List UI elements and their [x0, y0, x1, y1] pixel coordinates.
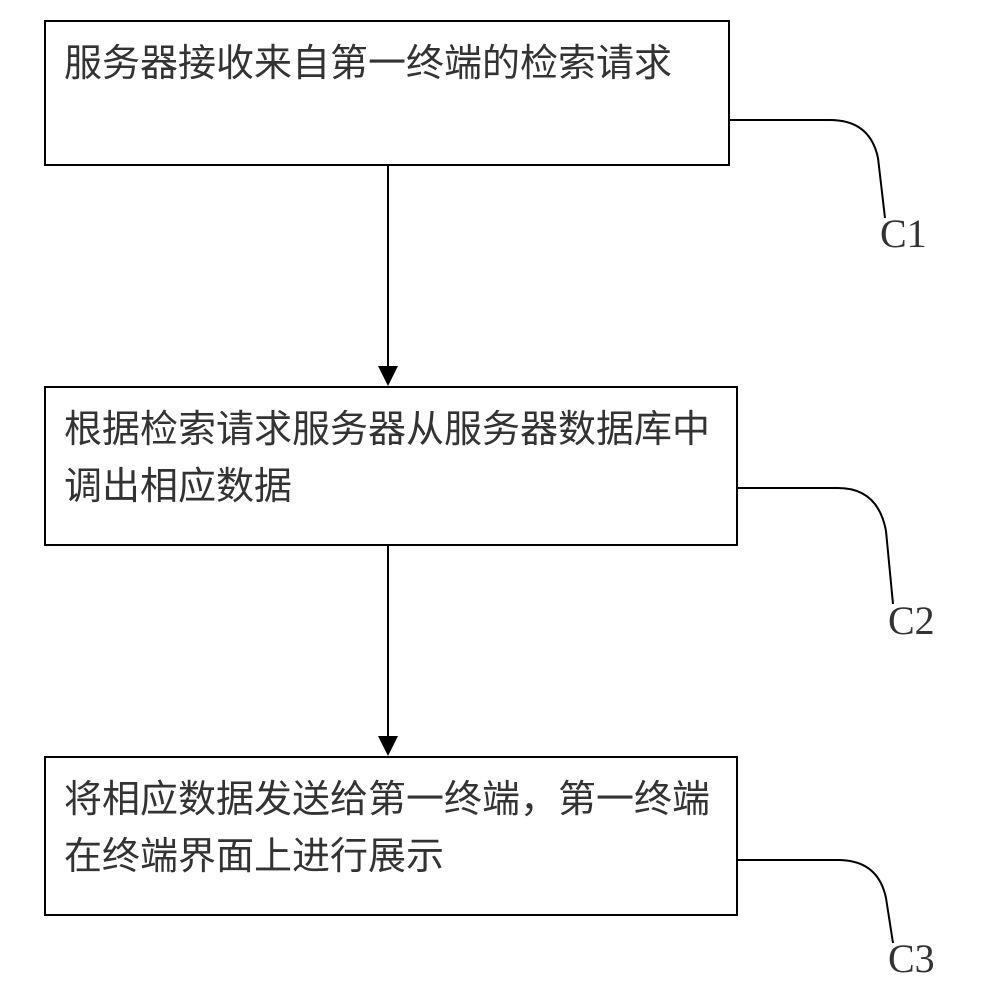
flow-node-c3: 将相应数据发送给第一终端，第一终端在终端界面上进行展示 — [44, 756, 738, 916]
node-text: 服务器接收来自第一终端的检索请求 — [64, 43, 672, 85]
node-text: 根据检索请求服务器从服务器数据库中调出相应数据 — [64, 409, 710, 508]
arrow-2-line — [387, 546, 389, 736]
connector-c2 — [738, 486, 898, 626]
flow-node-c2: 根据检索请求服务器从服务器数据库中调出相应数据 — [44, 386, 738, 546]
connector-c3 — [738, 858, 898, 968]
connector-c1 — [730, 118, 890, 238]
arrow-2-head — [378, 736, 398, 756]
arrow-1-line — [387, 166, 389, 366]
node-text: 将相应数据发送给第一终端，第一终端在终端界面上进行展示 — [64, 779, 710, 878]
arrow-1-head — [378, 366, 398, 386]
flow-node-c1: 服务器接收来自第一终端的检索请求 — [44, 20, 730, 166]
